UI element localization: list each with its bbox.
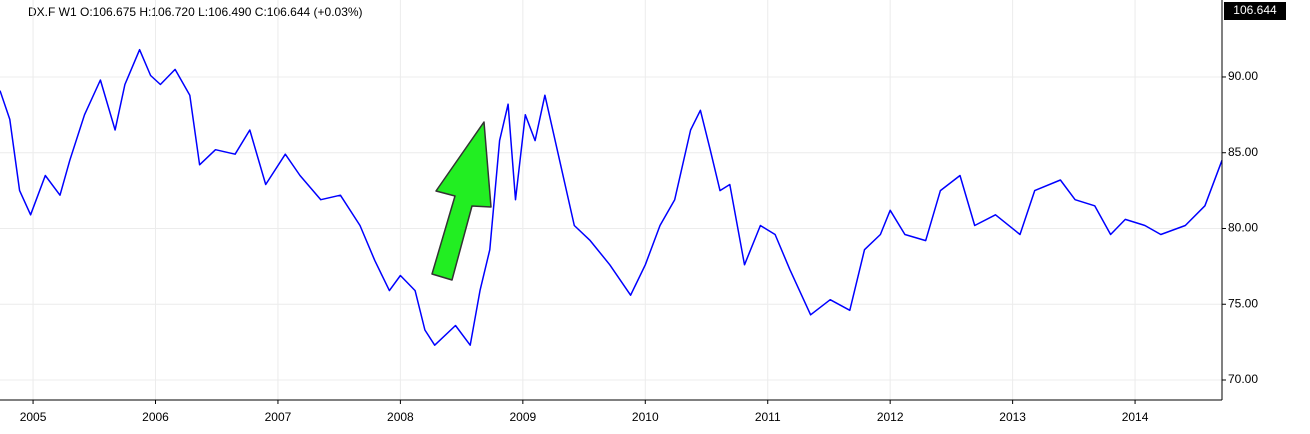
y-tick-label: 90.00 [1228,69,1258,83]
x-tick-label: 2005 [20,410,47,424]
x-tick-label: 2010 [632,410,659,424]
price-line [0,48,1223,346]
x-tick-label: 2007 [265,410,292,424]
last-price: 106.644 [1233,3,1277,17]
y-tick-label: 70.00 [1228,372,1258,386]
y-tick-label: 75.00 [1228,296,1258,310]
y-tick-label: 80.00 [1228,221,1258,235]
arrow-annotation [431,121,492,281]
x-tick-label: 2011 [755,410,781,424]
x-tick-label: 2009 [509,410,536,424]
x-tick-label: 2006 [142,410,169,424]
x-tick-label: 2012 [877,410,904,424]
chart-header: DX.F W1 O:106.675 H:106.720 L:106.490 C:… [28,5,363,19]
last-price-box [1224,2,1286,20]
x-tick-label: 2008 [387,410,414,424]
y-tick-label: 85.00 [1228,145,1258,159]
x-tick-label: 2014 [1122,410,1149,424]
x-tick-label: 2013 [999,410,1026,424]
